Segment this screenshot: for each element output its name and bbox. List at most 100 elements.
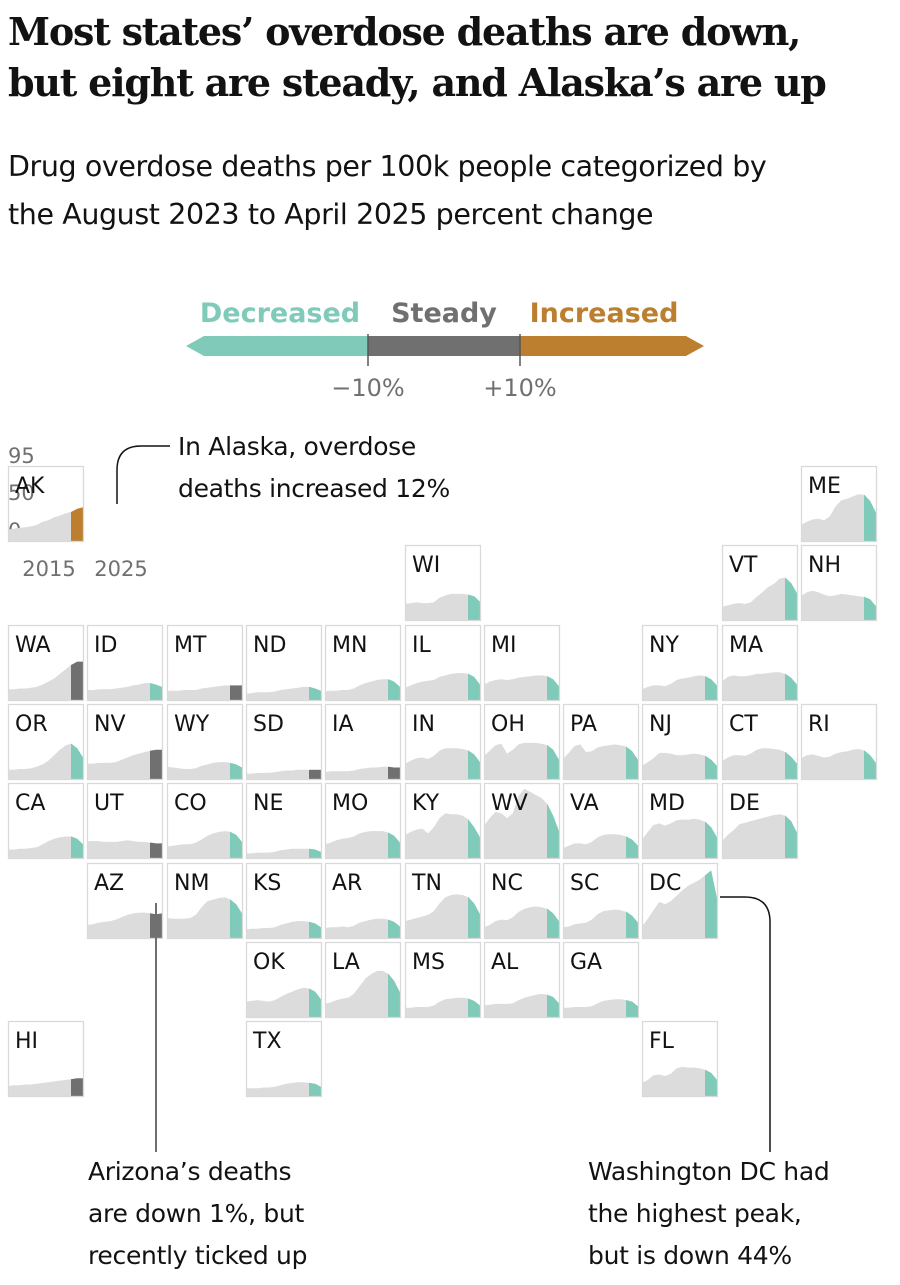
state-label: NV xyxy=(94,712,126,737)
state-area-history xyxy=(801,494,864,541)
state-tile-ut: UT xyxy=(86,782,164,860)
annotation-line: the highest peak, xyxy=(588,1199,802,1228)
state-label: NC xyxy=(491,871,523,896)
legend-label-steady: Steady xyxy=(391,298,497,329)
arizona-annotation: Arizona’s deaths are down 1%, but recent… xyxy=(88,1151,307,1277)
state-area-recent-decreased xyxy=(705,821,717,858)
state-tile-border xyxy=(86,782,164,860)
legend-bar-decreased xyxy=(186,336,368,356)
state-area-recent-decreased xyxy=(230,899,242,938)
state-tile-mt: MT xyxy=(166,624,244,702)
state-label: AR xyxy=(332,871,362,896)
state-tile-az: AZ xyxy=(86,862,164,940)
state-area-history xyxy=(722,814,785,858)
state-tile-border xyxy=(324,782,402,860)
state-label: MN xyxy=(332,633,367,658)
state-label: FL xyxy=(649,1029,675,1054)
state-area-history xyxy=(642,675,705,700)
state-tile-ks: KS xyxy=(245,862,323,940)
state-area-recent-steady xyxy=(309,769,321,779)
state-area-history xyxy=(8,836,71,858)
state-area-history xyxy=(642,752,705,779)
state-label: VT xyxy=(729,553,758,578)
state-tile-border xyxy=(800,465,878,543)
state-tile-border xyxy=(800,544,878,622)
state-label: CO xyxy=(174,791,207,816)
annotation-line: Washington DC had xyxy=(588,1157,830,1186)
state-area-history xyxy=(563,744,626,779)
state-area-history xyxy=(563,999,626,1017)
state-area-history xyxy=(801,590,864,620)
state-area-recent-decreased xyxy=(468,998,480,1017)
state-area-history xyxy=(325,918,388,938)
y-tick-label: 95 xyxy=(8,444,35,468)
legend-bar-steady xyxy=(368,336,520,356)
legend-threshold-minus10: −10% xyxy=(331,374,404,402)
state-tile-border xyxy=(641,1020,719,1098)
state-area-history xyxy=(563,909,626,938)
chart-title: Most states’ overdose deaths are down, b… xyxy=(8,6,898,108)
state-tile-wi: WI xyxy=(404,544,482,622)
state-label: VA xyxy=(570,791,599,816)
state-area-recent-decreased xyxy=(705,755,717,779)
state-area-history xyxy=(563,834,626,858)
state-area-recent-decreased xyxy=(864,494,876,541)
state-area-history xyxy=(801,749,864,779)
state-area-recent-decreased xyxy=(230,831,242,858)
state-tile-wa: WA xyxy=(7,624,85,702)
state-label: WA xyxy=(15,633,51,658)
state-tile-border xyxy=(641,782,719,860)
state-area-recent-decreased xyxy=(388,973,400,1017)
state-label: CA xyxy=(15,791,45,816)
state-area-recent-decreased xyxy=(626,836,638,858)
state-area-history xyxy=(484,675,547,700)
state-label: GA xyxy=(570,950,602,975)
chart-subtitle: Drug overdose deaths per 100k people cat… xyxy=(8,143,898,239)
state-area-history xyxy=(246,848,309,858)
state-area-history xyxy=(8,743,71,779)
state-tile-border xyxy=(7,465,85,543)
state-tile-me: ME xyxy=(800,465,878,543)
state-tile-border xyxy=(721,624,799,702)
state-area-recent-decreased xyxy=(547,803,559,858)
state-area-recent-decreased xyxy=(309,921,321,938)
state-label: DC xyxy=(649,871,681,896)
state-tile-mo: MO xyxy=(324,782,402,860)
state-tile-border xyxy=(86,624,164,702)
state-tile-ca: CA xyxy=(7,782,85,860)
state-tile-nm: NM xyxy=(166,862,244,940)
state-label: MI xyxy=(491,633,516,658)
state-area-recent-decreased xyxy=(705,676,717,700)
state-tile-border xyxy=(721,782,799,860)
state-tile-wv: WV xyxy=(483,782,561,860)
state-area-recent-decreased xyxy=(388,832,400,858)
state-area-history xyxy=(405,894,468,938)
state-tile-border xyxy=(324,703,402,781)
state-area-recent-decreased xyxy=(864,596,876,620)
state-area-recent-decreased xyxy=(547,994,559,1017)
state-area-history xyxy=(246,1082,309,1096)
state-label: DE xyxy=(729,791,760,816)
state-area-recent-decreased xyxy=(785,815,797,858)
state-area-history xyxy=(642,875,705,938)
state-area-history xyxy=(405,748,468,779)
state-tile-border xyxy=(641,862,719,940)
state-tile-border xyxy=(245,1020,323,1098)
state-tile-or: OR xyxy=(7,703,85,781)
state-tile-ky: KY xyxy=(404,782,482,860)
state-label: MS xyxy=(412,950,445,975)
state-tile-border xyxy=(7,703,85,781)
state-tile-fl: FL xyxy=(641,1020,719,1098)
state-area-history xyxy=(405,813,468,858)
state-area-history xyxy=(484,906,547,938)
state-label: AZ xyxy=(94,871,124,896)
state-area-history xyxy=(167,685,230,700)
state-tile-border xyxy=(483,624,561,702)
state-area-recent-steady xyxy=(388,766,400,779)
state-tile-de: DE xyxy=(721,782,799,860)
state-area-history xyxy=(722,748,785,779)
state-area-recent-steady xyxy=(150,749,162,779)
state-area-recent-increased xyxy=(71,507,83,541)
state-area-recent-decreased xyxy=(626,746,638,779)
